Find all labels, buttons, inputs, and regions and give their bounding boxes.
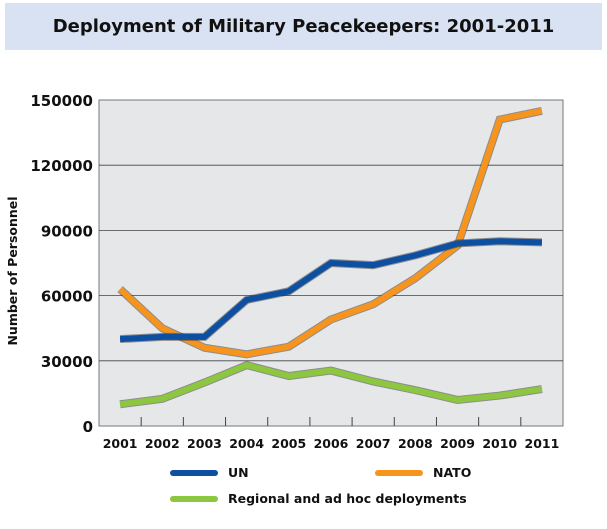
x-tick-label: 2004 (229, 436, 264, 451)
x-tick-label: 2002 (145, 436, 180, 451)
y-tick-label: 30000 (41, 353, 93, 371)
x-tick-label: 2010 (482, 436, 517, 451)
legend-swatch-regional (170, 495, 218, 502)
legend-swatch-un (170, 469, 218, 476)
y-tick-label: 120000 (30, 157, 93, 175)
x-tick-label: 2006 (314, 436, 349, 451)
y-tick-label: 0 (83, 418, 93, 436)
legend-item-regional: Regional and ad hoc deployments (170, 491, 467, 506)
legend-label: Regional and ad hoc deployments (228, 491, 467, 506)
legend-item-nato: NATO (375, 465, 471, 480)
y-tick-label: 60000 (41, 288, 93, 306)
chart-title: Deployment of Military Peacekeepers: 200… (5, 3, 602, 50)
x-tick-label: 2007 (356, 436, 391, 451)
x-tick-label: 2001 (103, 436, 138, 451)
y-axis-label: Number of Personnel (5, 196, 20, 345)
legend-label: NATO (433, 465, 472, 480)
x-tick-label: 2011 (525, 436, 560, 451)
x-tick-label: 2005 (271, 436, 306, 451)
y-tick-label: 150000 (30, 92, 93, 110)
legend-label: UN (228, 465, 249, 480)
y-tick-label: 90000 (41, 222, 93, 240)
legend-item-un: UN (170, 465, 249, 480)
x-tick-label: 2009 (440, 436, 475, 451)
x-tick-label: 2008 (398, 436, 433, 451)
legend-swatch-nato (375, 469, 423, 476)
x-tick-label: 2003 (187, 436, 222, 451)
